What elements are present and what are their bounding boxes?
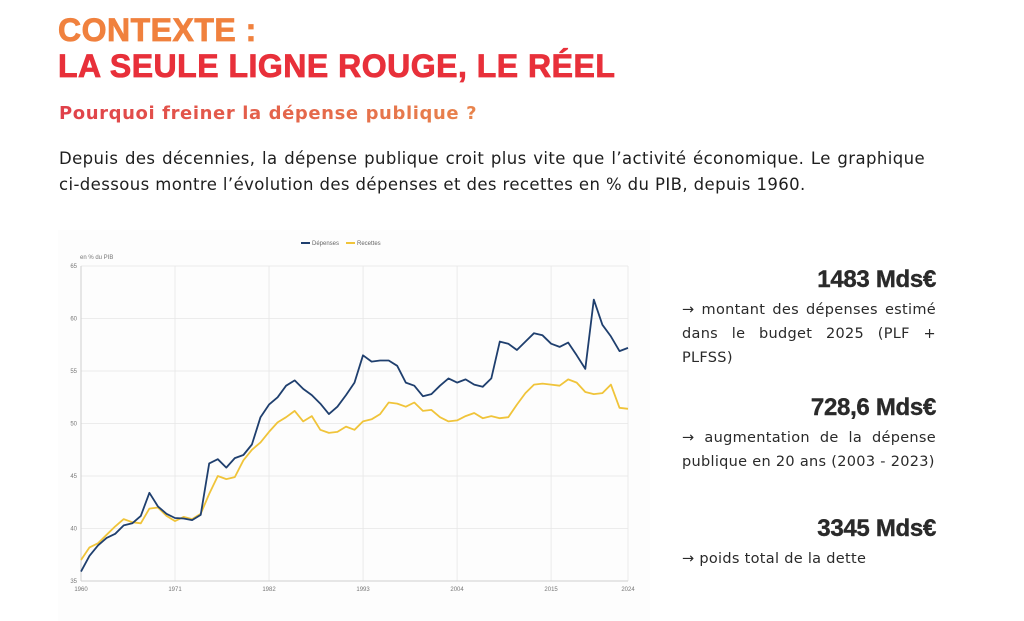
x-tick-label: 2015 [544, 587, 558, 593]
legend-recettes-label: Recettes [357, 241, 381, 247]
x-tick-label: 2004 [450, 587, 464, 593]
chart-grid [81, 265, 629, 582]
stat-description: → poids total de la dette [682, 551, 867, 567]
y-tick-label: 60 [70, 317, 77, 323]
legend-depenses-label: Dépenses [312, 241, 339, 247]
series-line-depenses [80, 298, 629, 573]
chart-axes: 35 40 45 50 55 60 65 1960 1971 1982 1993 2004 2015 20… [70, 264, 635, 593]
y-tick-label: 50 [70, 422, 77, 428]
stat-value: 1483 Mds€ [817, 266, 936, 293]
x-tick-label: 2024 [621, 587, 635, 593]
x-tick-label: 1960 [74, 587, 88, 593]
x-tick-label: 1993 [356, 587, 370, 593]
chart-series [80, 298, 629, 573]
x-tick-label: 1971 [168, 587, 182, 593]
stat-augmentation: 728,6 Mds€ → augmentation de la dépense … [682, 394, 937, 474]
x-tick-label: 1982 [262, 587, 276, 593]
y-tick-label: 65 [70, 264, 77, 270]
series-line-recettes [80, 378, 629, 561]
line-chart: 35 40 45 50 55 60 65 1960 1971 1982 1993 2004 2015 20… [70, 241, 635, 593]
legend: Dépenses Recettes [301, 241, 381, 247]
stat-depenses-budget: 1483 Mds€ → montant des dépenses estimé … [682, 266, 937, 370]
stat-description: → montant des dépenses estimé dans le bu… [682, 302, 936, 366]
y-tick-label: 55 [70, 369, 77, 375]
chart-panel: 35 40 45 50 55 60 65 1960 1971 1982 1993 2004 2015 20… [58, 230, 650, 621]
y-axis-label: en % du PIB [80, 255, 113, 261]
section-subtitle: Pourquoi freiner la dépense publique ? [59, 103, 478, 124]
stat-dette: 3345 Mds€ → poids total de la dette [682, 515, 937, 571]
title-line-1: CONTEXTE : [58, 12, 257, 49]
stat-value: 3345 Mds€ [817, 515, 936, 542]
y-tick-label: 45 [70, 474, 77, 480]
intro-paragraph: Depuis des décennies, la dépense publiqu… [59, 149, 925, 194]
title-line-2: LA SEULE LIGNE ROUGE, LE RÉEL [58, 48, 616, 85]
y-tick-label: 40 [70, 527, 77, 533]
stat-value: 728,6 Mds€ [810, 394, 937, 421]
stat-description: → augmentation de la dépense publique en… [682, 430, 936, 470]
y-tick-label: 35 [70, 579, 77, 585]
